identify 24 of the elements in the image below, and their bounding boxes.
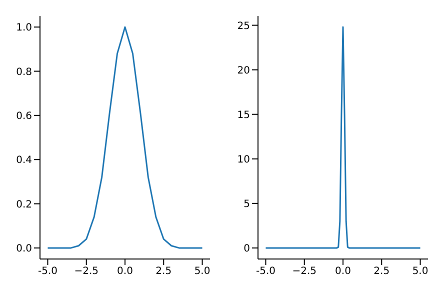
x-tick-label: 2.5	[156, 266, 172, 278]
y-tick-label: 0.4	[16, 155, 32, 166]
y-tick-label: 25	[237, 20, 250, 32]
x-tick-label: 5.0	[412, 266, 428, 278]
y-tick-label: 0.2	[16, 199, 32, 210]
y-tick-label: 0.8	[16, 66, 32, 78]
y-tick-label: 5	[244, 198, 250, 210]
y-tick-label: 0.6	[16, 110, 32, 122]
line-series	[264, 26, 422, 249]
x-tick-label: -5.0	[256, 266, 276, 278]
y-tick-label: 1.0	[16, 22, 32, 34]
x-tick-label: −2.5	[292, 266, 317, 278]
x-tick-label: 5.0	[194, 266, 210, 278]
x-tick-label: 2.5	[374, 266, 390, 278]
x-tick-label: 0.0	[335, 266, 351, 278]
x-tick-label: 0.0	[117, 266, 133, 278]
x-tick-label: -5.0	[38, 266, 58, 278]
line-series	[46, 26, 204, 249]
y-tick-label: 10	[237, 154, 250, 166]
x-tick-label: −2.5	[74, 266, 99, 278]
y-tick-label: 0	[244, 244, 250, 255]
y-tick-label: 0.0	[16, 244, 32, 255]
y-tick-label: 20	[237, 65, 250, 76]
y-tick-label: 15	[237, 110, 250, 121]
